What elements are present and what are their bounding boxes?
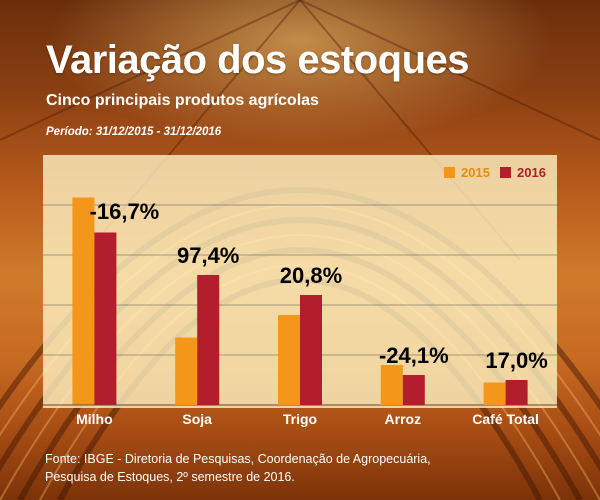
category-label-1: Milho — [76, 411, 113, 427]
category-label-4: Arroz — [384, 411, 422, 427]
bar-2016-3 — [300, 295, 322, 405]
source-note: Fonte: IBGE - Diretoria de Pesquisas, Co… — [45, 450, 431, 486]
bar-2015-4 — [380, 365, 403, 405]
bar-2015-2 — [175, 337, 198, 405]
legend-item-2015: 2015 — [444, 165, 490, 180]
legend-item-2016: 2016 — [500, 165, 546, 180]
legend-swatch-2015 — [444, 167, 455, 178]
bar-2015-1 — [72, 197, 95, 405]
bar-2016-2 — [197, 275, 220, 405]
bar-2015-5 — [483, 382, 506, 405]
legend-label-2016: 2016 — [517, 165, 546, 180]
subtitle: Cinco principais produtos agrícolas — [46, 92, 319, 109]
page-title: Variação dos estoques — [46, 38, 470, 82]
legend-label-2015: 2015 — [461, 165, 490, 180]
bar-2016-4 — [402, 375, 425, 405]
variation-label-2: 97,4% — [176, 243, 240, 268]
category-label-5: Café Total — [472, 411, 539, 427]
bar-2016-5 — [505, 380, 528, 405]
variation-label-5: 17,0% — [485, 348, 548, 373]
variation-label-4: -24,1% — [378, 343, 449, 368]
category-label-3: Trigo — [282, 411, 318, 427]
bar-2015-3 — [278, 315, 300, 405]
variation-label-1: -16,7% — [89, 198, 160, 224]
source-line-2: Pesquisa de Estoques, 2º semestre de 201… — [45, 470, 295, 484]
category-label-2: Soja — [182, 411, 212, 427]
legend-swatch-2016 — [500, 167, 511, 178]
period-label: Período: 31/12/2015 - 31/12/2016 — [46, 126, 222, 138]
bar-2016-1 — [94, 232, 117, 405]
source-line-1: Fonte: IBGE - Diretoria de Pesquisas, Co… — [45, 452, 431, 466]
variation-label-3: 20,8% — [279, 263, 343, 288]
